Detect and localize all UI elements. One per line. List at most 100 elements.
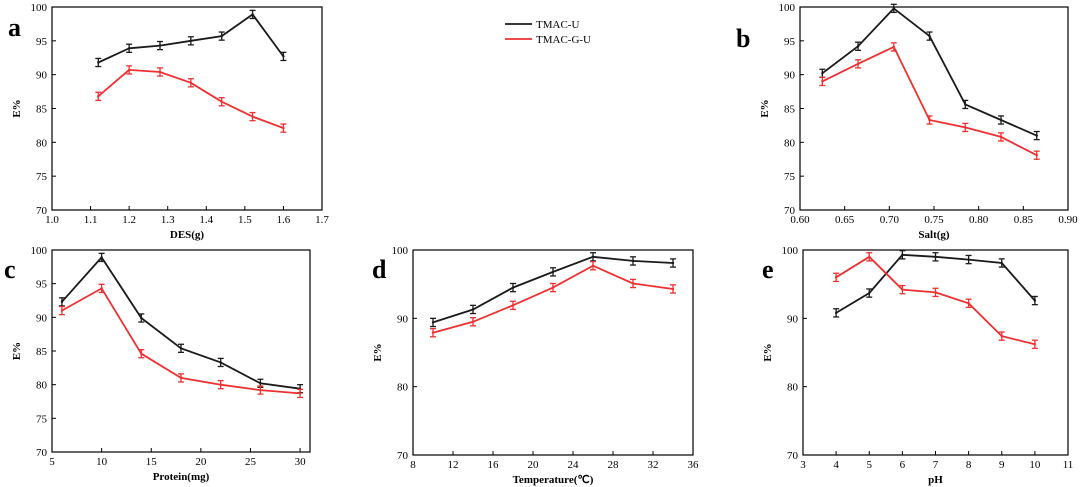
x-tick-label: 5 — [49, 456, 55, 468]
x-tick-label: 4 — [833, 459, 839, 471]
data-point — [551, 286, 555, 289]
y-tick-label: 95 — [36, 279, 48, 291]
data-point — [60, 300, 64, 304]
data-point — [100, 256, 103, 259]
data-point — [928, 34, 931, 38]
data-point — [551, 270, 555, 274]
x-axis-label: pH — [928, 474, 943, 486]
legend-label: TMAC-G-U — [536, 34, 591, 46]
data-point — [471, 320, 475, 323]
x-tick-label: 10 — [1029, 459, 1041, 471]
x-tick-label: 1.2 — [122, 214, 136, 226]
chart-panel-e: 3 4 5 6 7 8 9 10 11 70 80 90 100 pH E% e — [762, 245, 1073, 486]
data-point — [158, 70, 162, 74]
data-point — [671, 287, 675, 291]
data-point — [591, 264, 595, 267]
data-point — [1033, 343, 1037, 346]
x-tick-label: 1.5 — [238, 214, 252, 226]
chart-panel-b: 0.60 0.65 0.70 0.75 0.80 0.85 0.90 70 75 80 85 90 95… — [736, 2, 1078, 241]
y-tick-label: 100 — [782, 245, 799, 257]
y-axis-label: E% — [759, 99, 771, 117]
x-tick-label: 1.3 — [161, 214, 175, 226]
x-tick-label: 9 — [999, 459, 1005, 471]
data-point — [219, 361, 222, 364]
y-tick-label: 90 — [787, 313, 799, 325]
series-line-tmac-g-u — [821, 45, 1038, 157]
data-point — [856, 45, 860, 48]
y-tick-label: 100 — [31, 245, 48, 257]
y-tick-label: 70 — [784, 205, 796, 217]
data-point — [1035, 134, 1038, 137]
data-point — [298, 392, 302, 395]
data-point — [511, 304, 515, 307]
x-tick-label: 0.60 — [790, 214, 810, 226]
data-point — [999, 135, 1003, 139]
data-point — [1000, 261, 1003, 265]
data-point — [999, 118, 1003, 122]
y-tick-label: 90 — [36, 70, 48, 82]
x-tick-label: 5 — [867, 459, 873, 471]
plot-frame — [412, 249, 694, 456]
x-tick-label: 20 — [195, 456, 207, 468]
series-line-tmac-u — [835, 253, 1036, 314]
data-point — [220, 34, 223, 38]
data-point — [868, 255, 871, 259]
data-point — [631, 282, 635, 285]
data-point — [591, 255, 595, 259]
data-point — [189, 81, 193, 84]
x-tick-label: 11 — [1063, 459, 1074, 471]
y-tick-label: 100 — [31, 2, 48, 14]
chart-panel-d: 8 12 16 20 24 28 32 36 70 80 90 100 Temperature(℃) E%… — [372, 245, 699, 486]
y-tick-label: 80 — [787, 382, 799, 394]
data-point — [1033, 299, 1037, 302]
x-tick-label: 1.7 — [315, 214, 329, 226]
y-tick-label: 100 — [779, 2, 796, 14]
x-tick-label: 1.0 — [45, 214, 59, 226]
x-axis-label: Temperature(℃) — [513, 474, 594, 486]
y-tick-label: 80 — [397, 382, 409, 394]
y-tick-label: 85 — [784, 104, 796, 116]
x-tick-label: 16 — [488, 459, 500, 471]
y-axis-label: E% — [11, 342, 23, 360]
chart-panel-c: 5 10 15 20 25 30 70 75 80 85 90 95 100 Protein(mg) E% c — [4, 245, 311, 483]
data-point — [140, 316, 143, 320]
panel-letter: b — [736, 24, 750, 53]
y-tick-label: 80 — [36, 380, 48, 392]
x-tick-label: 6 — [900, 459, 906, 471]
y-tick-label: 80 — [36, 137, 48, 149]
plot-frame — [802, 249, 1069, 456]
data-point — [856, 62, 860, 66]
data-point — [179, 376, 183, 380]
y-tick-label: 75 — [36, 413, 48, 425]
data-point — [964, 103, 967, 106]
data-point — [834, 311, 838, 315]
data-point — [834, 276, 838, 279]
data-point — [1000, 334, 1003, 338]
data-point — [671, 261, 675, 265]
data-point — [892, 7, 895, 10]
x-tick-label: 36 — [688, 459, 700, 471]
y-tick-label: 85 — [36, 346, 48, 358]
x-tick-label: 0.80 — [969, 214, 989, 226]
x-tick-label: 30 — [295, 456, 307, 468]
data-point — [471, 308, 475, 311]
data-point — [100, 287, 103, 290]
data-point — [901, 288, 904, 291]
data-point — [97, 95, 100, 98]
data-point — [97, 61, 100, 64]
x-tick-label: 1.6 — [277, 214, 291, 226]
y-tick-label: 75 — [36, 171, 48, 183]
panel-letter: d — [372, 255, 387, 284]
x-axis-label: Salt(g) — [918, 229, 950, 241]
data-point — [251, 115, 254, 118]
data-point — [928, 118, 931, 122]
x-tick-label: 28 — [608, 459, 620, 471]
y-axis-label: E% — [11, 99, 23, 117]
panel-letter: e — [762, 255, 774, 284]
data-point — [868, 291, 871, 295]
y-tick-label: 70 — [36, 205, 48, 217]
data-point — [511, 286, 515, 289]
data-point — [219, 383, 222, 386]
data-point — [967, 302, 970, 305]
data-point — [60, 309, 64, 312]
